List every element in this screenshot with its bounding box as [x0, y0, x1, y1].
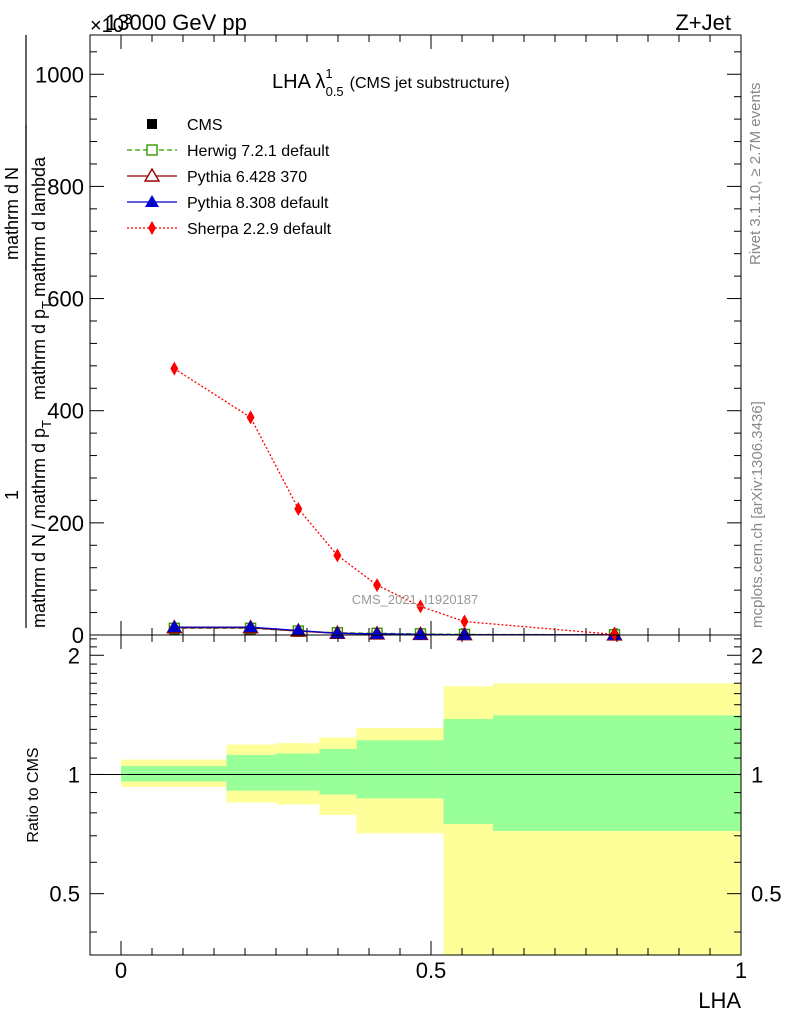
ratio-y-label: Ratio to CMS: [25, 747, 42, 842]
data-point: [373, 578, 382, 593]
legend-label: Herwig 7.2.1 default: [187, 143, 330, 160]
legend-entry: CMS: [147, 117, 223, 134]
x-tick-label: 0: [115, 958, 127, 983]
y-label-lower-sub: T: [39, 420, 54, 428]
main-series: [166, 361, 623, 642]
data-point: [246, 410, 255, 425]
data-point: [170, 361, 179, 376]
ratio-plot-frame: [89, 634, 742, 956]
ratio-band-inner: [443, 719, 493, 824]
rivet-label: Rivet 3.1.10, ≥ 2.7M events: [747, 83, 764, 266]
legend: CMS Herwig 7.2.1 default Pythia 6.428 370 P…: [127, 117, 332, 238]
main-y-tick-label: 800: [47, 174, 84, 199]
ratio-plot: 0.5 0.51 12 2 0 0.5 1 Ratio to CMS LHA: [25, 634, 782, 1013]
x-tick-label: 1: [735, 958, 747, 983]
y-label-lower: mathrm d N / mathrm d pT: [29, 420, 54, 628]
ratio-y-tick-label-right: 0.5: [751, 882, 782, 907]
legend-entry: Pythia 8.308 default: [127, 195, 329, 212]
legend-marker: [145, 195, 159, 207]
y-label-numerator: mathrm d N: [2, 167, 22, 260]
exponent-label: ×103: [90, 11, 132, 37]
data-point: [333, 548, 342, 563]
ratio-y-ticks: 0.5 0.5 1 1 2 2: [49, 638, 782, 933]
mcplots-label: mcplots.cern.ch [arXiv:1306.3436]: [749, 401, 766, 628]
data-point: [243, 620, 258, 633]
data-point: [291, 623, 306, 636]
plot-title-sub: 0.5: [326, 84, 344, 99]
header-right: Z+Jet: [675, 10, 731, 35]
y-label-denominator: mathrm d pTmathrm d lambda: [29, 156, 54, 400]
legend-label: Pythia 6.428 370: [187, 169, 307, 186]
ratio-band-inner: [226, 754, 276, 791]
ratio-y-tick-label: 0.5: [49, 882, 80, 907]
legend-marker: [148, 221, 156, 235]
plot-subtitle: (CMS jet substructure): [350, 75, 510, 92]
ratio-y-tick-label: 1: [68, 762, 80, 787]
data-point: [416, 599, 425, 614]
legend-label: Sherpa 2.2.9 default: [187, 221, 332, 238]
y-label-numerator-text: mathrm d: [2, 184, 22, 260]
ratio-band-inner: [121, 766, 227, 782]
legend-entry: Pythia 6.428 370: [127, 167, 307, 186]
ratio-y-tick-label: 2: [68, 643, 80, 668]
ratio-band-inner: [356, 740, 444, 799]
y-label-prefix: 1: [2, 490, 22, 500]
data-point: [370, 626, 385, 639]
x-tick-label: 0.5: [416, 958, 447, 983]
main-y-tick-label: 0: [72, 623, 84, 648]
exponent-base: ×10: [90, 15, 124, 37]
y-label-lower-text: mathrm d N / mathrm d p: [29, 428, 49, 628]
series-1: [168, 622, 621, 641]
main-plot: 0 200 400 600 800 1000 LHA λ1 0.5 (CMS jet subs…: [35, 34, 742, 648]
y-label-numerator-n: N: [2, 167, 22, 180]
plot-title-main: LHA λ: [272, 71, 325, 93]
y-label-denominator-text: mathrm d p: [29, 309, 49, 400]
header-left: 13000 GeV pp: [105, 10, 247, 35]
legend-marker: [147, 119, 157, 129]
main-y-tick-label: 200: [47, 511, 84, 536]
exponent-power: 3: [124, 11, 132, 28]
legend-label: Pythia 8.308 default: [187, 195, 329, 212]
y-label-denominator-lambda: mathrm d lambda: [29, 156, 49, 297]
legend-marker: [143, 167, 161, 182]
y-label-denominator-sub: T: [39, 301, 54, 309]
data-point: [457, 627, 472, 640]
legend-marker: [146, 144, 158, 156]
ratio-band-inner: [493, 715, 741, 831]
ratio-band-inner: [276, 753, 320, 791]
series-3: [167, 620, 622, 640]
series-2: [166, 619, 623, 641]
series-4: [170, 361, 619, 642]
main-y-label: 1 mathrm d N / mathrm d pT mathrm dN mat…: [2, 35, 54, 628]
main-y-tick-label: 400: [47, 399, 84, 424]
legend-label: CMS: [187, 117, 223, 134]
main-y-tick-label: 600: [47, 287, 84, 312]
ratio-bands: [121, 683, 741, 955]
legend-entry: Sherpa 2.2.9 default: [127, 221, 332, 238]
main-y-tick-label: 1000: [35, 62, 84, 87]
data-point: [167, 620, 182, 633]
ratio-x-ticks: 0 0.5 1: [115, 635, 747, 983]
data-point: [460, 614, 469, 629]
data-point: [413, 627, 428, 640]
plot-title: LHA λ1 0.5 (CMS jet substructure): [272, 66, 510, 99]
plot-title-sup: 1: [325, 66, 332, 81]
data-point: [294, 501, 303, 516]
ratio-band-inner: [319, 748, 357, 795]
watermark: CMS_2021_I1920187: [352, 592, 479, 607]
ratio-y-tick-label-right: 2: [751, 643, 763, 668]
ratio-y-tick-label-right: 1: [751, 762, 763, 787]
x-axis-label: LHA: [698, 988, 741, 1013]
legend-entry: Herwig 7.2.1 default: [127, 143, 330, 160]
main-y-ticks: 0 200 400 600 800 1000: [35, 51, 741, 648]
